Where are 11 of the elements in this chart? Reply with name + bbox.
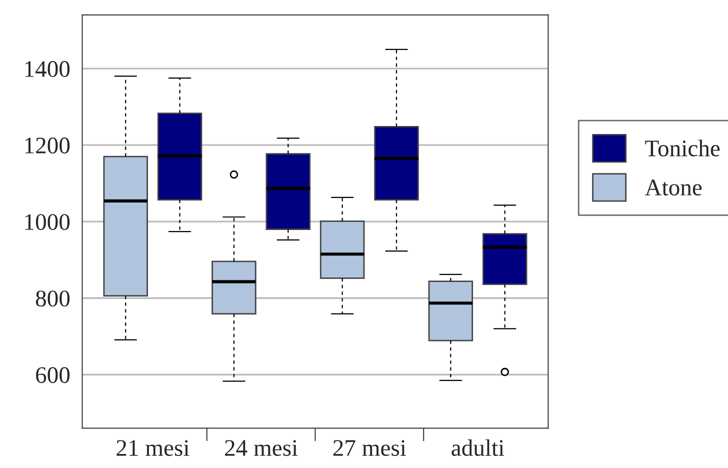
- y-tick-label: 600: [36, 367, 70, 384]
- y-tick-label: 1200: [25, 138, 70, 154]
- x-tick-label: 21 mesi: [116, 440, 190, 456]
- x-tick-label: adulti: [452, 439, 504, 456]
- y-tick-label: 1000: [25, 214, 70, 230]
- legend-label: Atone: [644, 180, 702, 196]
- legend-label: Toniche: [645, 140, 720, 156]
- x-tick-label: 24 mesi: [225, 440, 298, 456]
- y-tick-label: 800: [36, 290, 70, 307]
- x-tick-label: 27 mesi: [333, 440, 406, 456]
- y-tick-label: 1400: [25, 61, 70, 77]
